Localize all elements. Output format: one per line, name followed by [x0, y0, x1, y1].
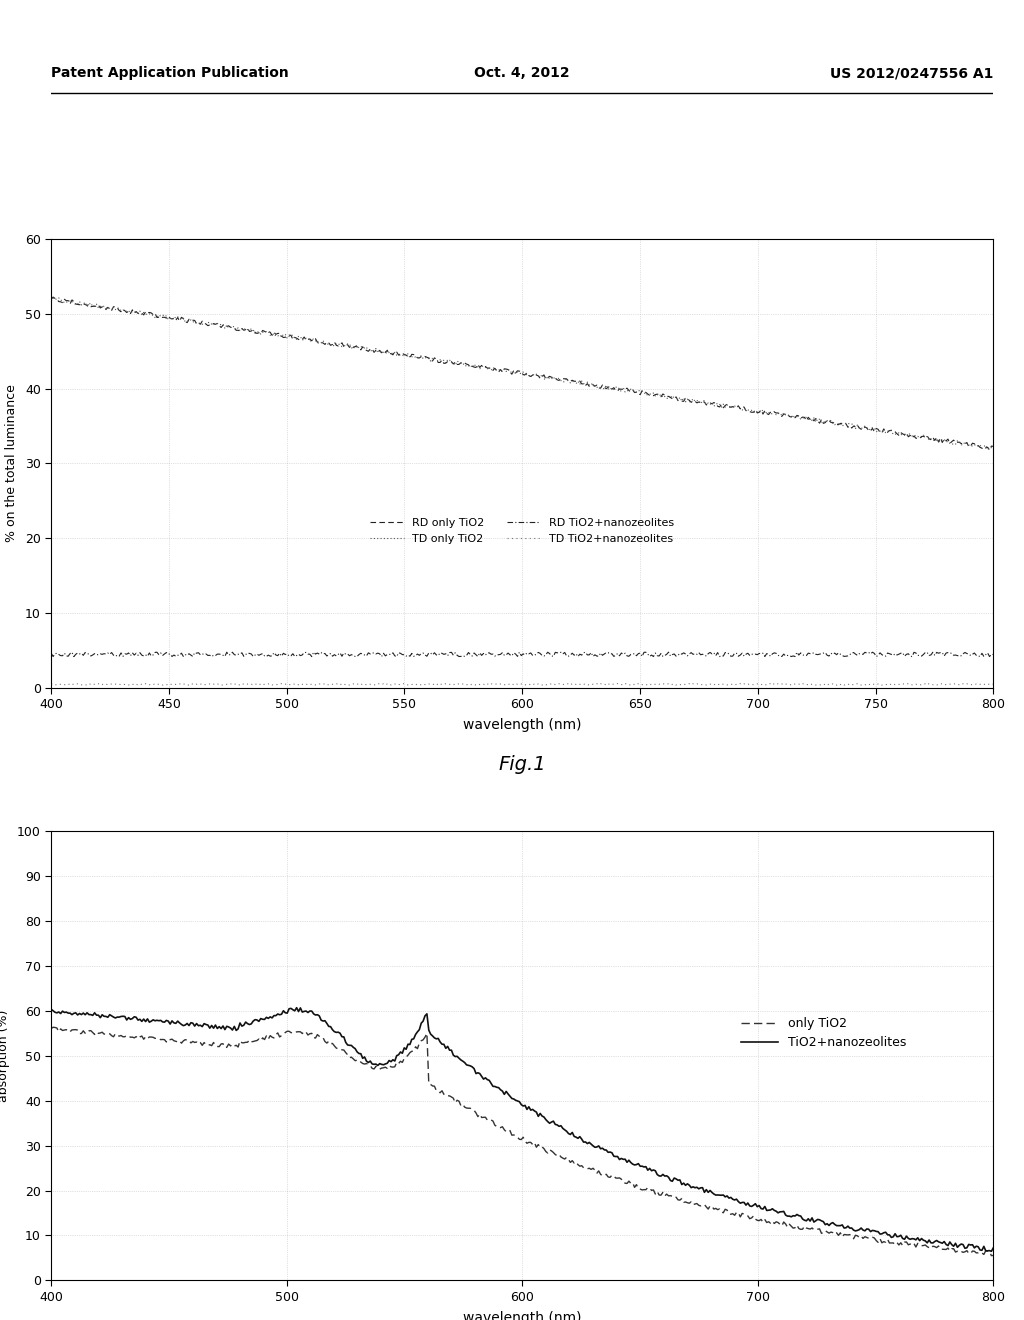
Text: Fig.1: Fig.1: [499, 755, 546, 775]
Legend: RD only TiO2, TD only TiO2, RD TiO2+nanozeolites, TD TiO2+nanozeolites: RD only TiO2, TD only TiO2, RD TiO2+nano…: [366, 513, 679, 548]
Text: US 2012/0247556 A1: US 2012/0247556 A1: [829, 66, 993, 81]
X-axis label: wavelength (nm): wavelength (nm): [463, 718, 582, 733]
Y-axis label: absorption (%): absorption (%): [0, 1010, 10, 1102]
Legend: only TiO2, TiO2+nanozeolites: only TiO2, TiO2+nanozeolites: [736, 1012, 911, 1055]
Text: Oct. 4, 2012: Oct. 4, 2012: [474, 66, 570, 81]
X-axis label: wavelength (nm): wavelength (nm): [463, 1311, 582, 1320]
Text: Patent Application Publication: Patent Application Publication: [51, 66, 289, 81]
Y-axis label: % on the total luminance: % on the total luminance: [5, 384, 17, 543]
